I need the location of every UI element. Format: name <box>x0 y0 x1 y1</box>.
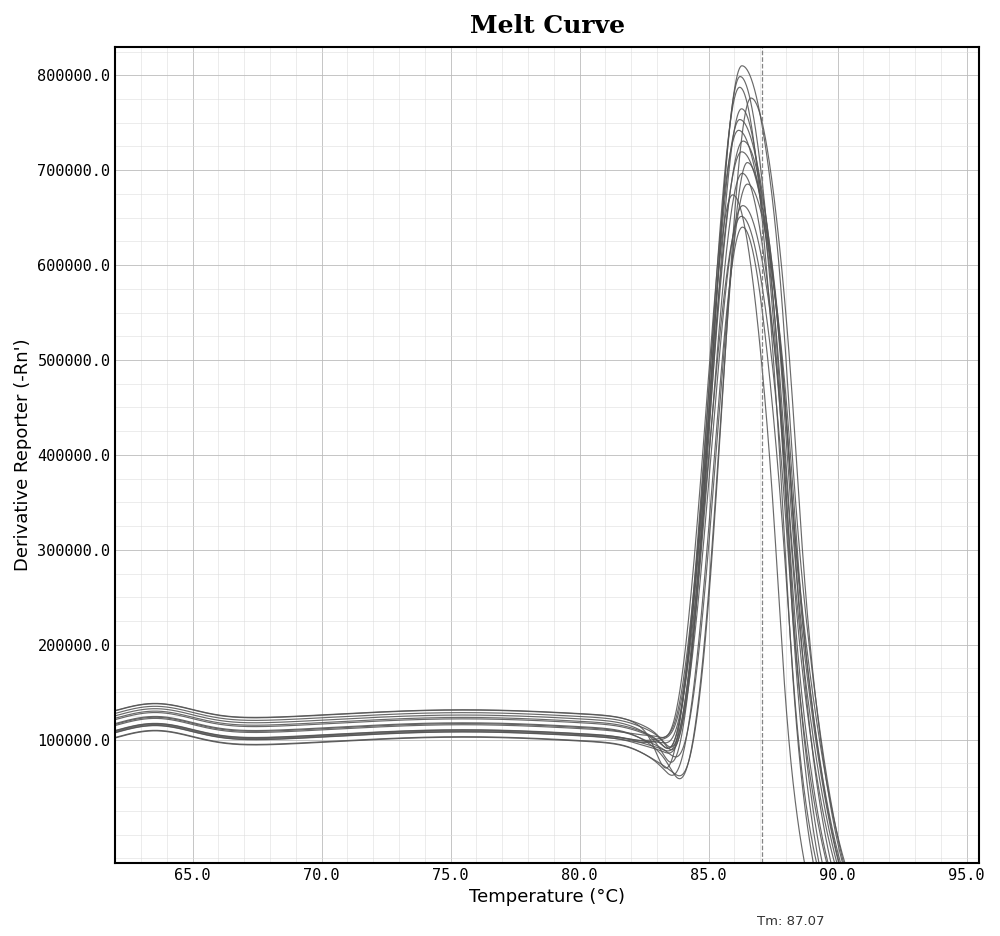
X-axis label: Temperature (°C): Temperature (°C) <box>469 888 625 906</box>
Y-axis label: Derivative Reporter (-Rn'): Derivative Reporter (-Rn') <box>14 339 32 571</box>
Text: Tm: 87.07: Tm: 87.07 <box>757 915 824 929</box>
Title: Melt Curve: Melt Curve <box>470 14 625 37</box>
